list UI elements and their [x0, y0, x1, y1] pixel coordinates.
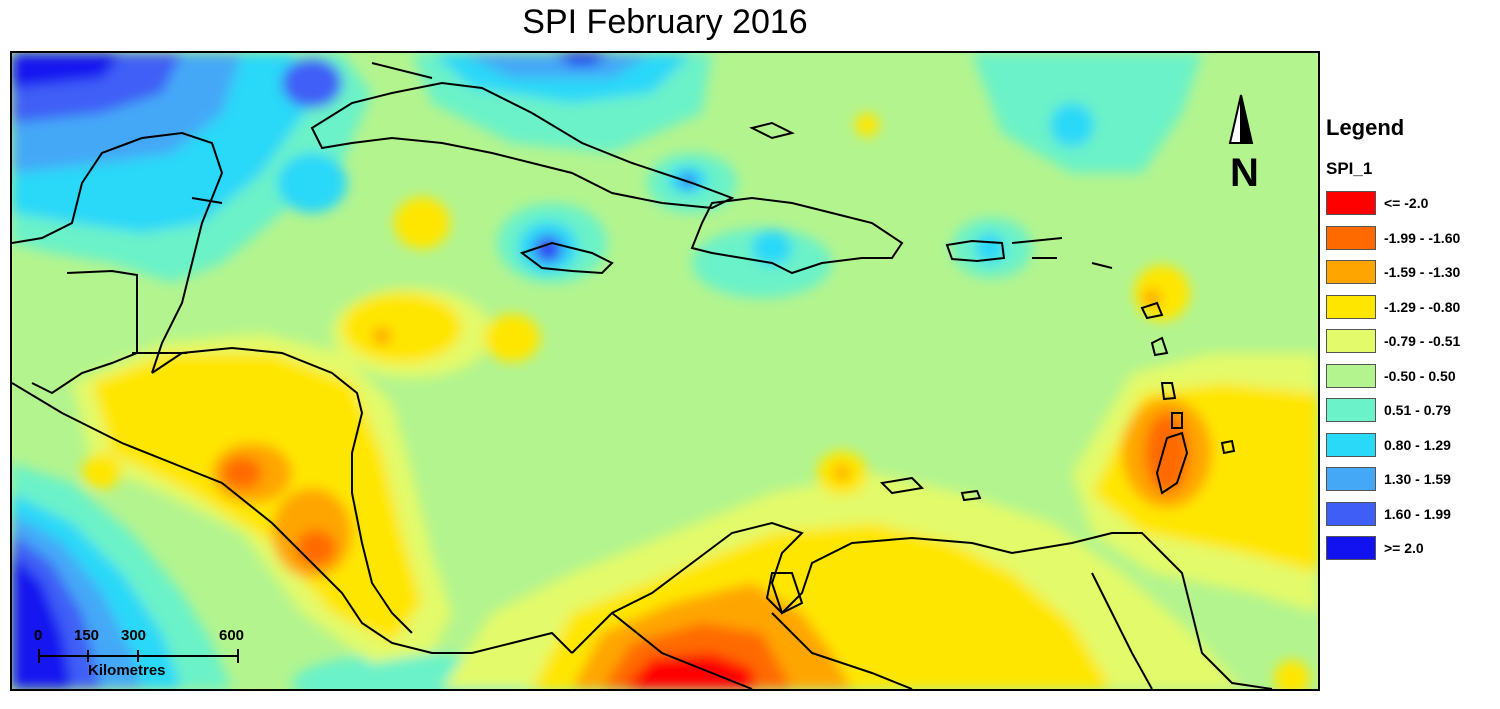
legend-swatch — [1326, 501, 1376, 526]
legend-item: >= 2.0 — [1326, 536, 1496, 571]
legend-label: -0.79 - -0.51 — [1384, 333, 1461, 349]
legend-item: -1.29 - -0.80 — [1326, 294, 1496, 330]
legend-swatch — [1326, 294, 1376, 319]
spi-surface — [12, 53, 1318, 689]
legend-label: 1.30 - 1.59 — [1384, 471, 1451, 487]
map-frame[interactable]: 0 150 300 600 Kilometres N — [10, 51, 1320, 691]
legend-item: 0.51 - 0.79 — [1326, 398, 1496, 433]
legend: Legend SPI_1 <= -2.0 -1.99 - -1.60 -1.59… — [1326, 115, 1496, 571]
scale-unit-label: Kilometres — [88, 662, 166, 679]
map-title: SPI February 2016 — [522, 3, 808, 41]
legend-label: <= -2.0 — [1384, 195, 1429, 211]
scale-tick-0: 0 — [34, 627, 42, 644]
legend-item: -1.59 - -1.30 — [1326, 260, 1496, 295]
legend-item: <= -2.0 — [1326, 191, 1496, 226]
legend-swatch — [1326, 191, 1376, 215]
scale-tick-600: 600 — [219, 627, 244, 644]
legend-label: 0.80 - 1.29 — [1384, 436, 1451, 453]
legend-swatch — [1326, 329, 1376, 353]
legend-label: -0.50 - 0.50 — [1384, 367, 1456, 384]
scale-bar: 0 150 300 600 Kilometres — [34, 627, 244, 679]
legend-swatch — [1326, 467, 1376, 491]
legend-label: -1.99 - -1.60 — [1384, 229, 1461, 246]
legend-label: >= 2.0 — [1384, 540, 1424, 556]
legend-swatch — [1326, 536, 1376, 560]
legend-swatch — [1326, 225, 1376, 250]
map-canvas[interactable]: 0 150 300 600 Kilometres N — [12, 53, 1318, 689]
legend-label: -1.29 - -0.80 — [1384, 298, 1461, 315]
legend-swatch — [1326, 363, 1376, 388]
legend-swatch — [1326, 260, 1376, 284]
legend-label: 1.60 - 1.99 — [1384, 505, 1451, 522]
scale-tick-150: 150 — [74, 627, 99, 644]
scale-tick-300: 300 — [121, 627, 146, 644]
legend-item: 0.80 - 1.29 — [1326, 432, 1496, 468]
north-arrow-label: N — [1230, 151, 1259, 195]
legend-item: -1.99 - -1.60 — [1326, 225, 1496, 261]
legend-item: 1.30 - 1.59 — [1326, 467, 1496, 502]
coastlines — [12, 62, 1273, 689]
legend-label: -1.59 - -1.30 — [1384, 264, 1461, 280]
legend-title: Legend — [1326, 115, 1405, 140]
legend-items: <= -2.0 -1.99 - -1.60 -1.59 - -1.30 -1.2… — [1326, 191, 1496, 571]
legend-item: -0.79 - -0.51 — [1326, 329, 1496, 364]
legend-item: 1.60 - 1.99 — [1326, 501, 1496, 537]
north-arrow-icon: N — [1228, 94, 1259, 195]
legend-swatch — [1326, 432, 1376, 457]
legend-swatch — [1326, 398, 1376, 422]
legend-field-name: SPI_1 — [1326, 159, 1373, 178]
legend-item: -0.50 - 0.50 — [1326, 363, 1496, 399]
legend-label: 0.51 - 0.79 — [1384, 402, 1451, 418]
